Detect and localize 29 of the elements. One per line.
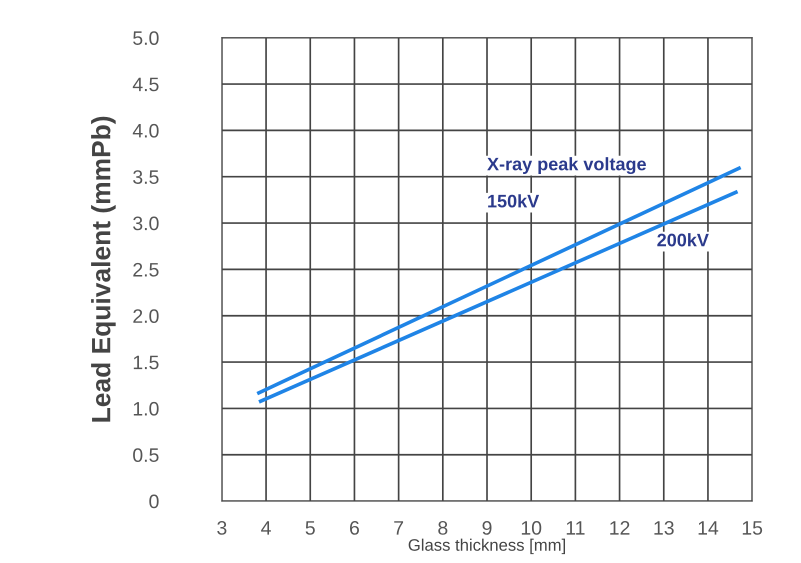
y-tick-label: 1.0 [134,402,159,416]
y-tick-label: 3.0 [133,216,159,230]
x-tick-label: 4 [261,521,271,535]
x-tick-label: 5 [306,521,315,535]
x-tick-label: 7 [394,521,404,535]
y-tick-label: 3.5 [133,170,159,184]
y-axis-title: Lead Equivalent (mmPb) [91,116,116,422]
y-tick-label: 1.5 [134,356,159,370]
x-tick-label: 15 [742,521,762,535]
y-tick-label: 4.5 [132,78,159,92]
x-tick-label: 12 [610,521,630,535]
x-tick-label: 6 [350,521,359,535]
y-tick-label: 2.5 [133,262,159,277]
x-tick-label: 3 [217,521,226,535]
x-tick-label: 9 [482,521,492,535]
x-axis-title: Glass thickness [mm] [408,538,566,554]
y-tick-label: 0 [149,494,159,508]
y-tick-label: 4.0 [132,124,159,138]
x-tick-label: 14 [698,521,718,535]
x-tick-label: 10 [522,521,542,535]
x-tick-label: 8 [438,521,448,535]
y-tick-label: 0.5 [133,448,159,462]
x-tick-label: 11 [566,521,585,535]
legend-title: X-ray peak voltage [487,157,646,174]
y-tick-label: 5.0 [133,31,159,45]
series-label: 200kV [657,233,709,246]
text: 150kV [488,194,540,208]
x-tick-label: 13 [654,521,674,535]
y-tick-label: 2.0 [133,309,159,323]
